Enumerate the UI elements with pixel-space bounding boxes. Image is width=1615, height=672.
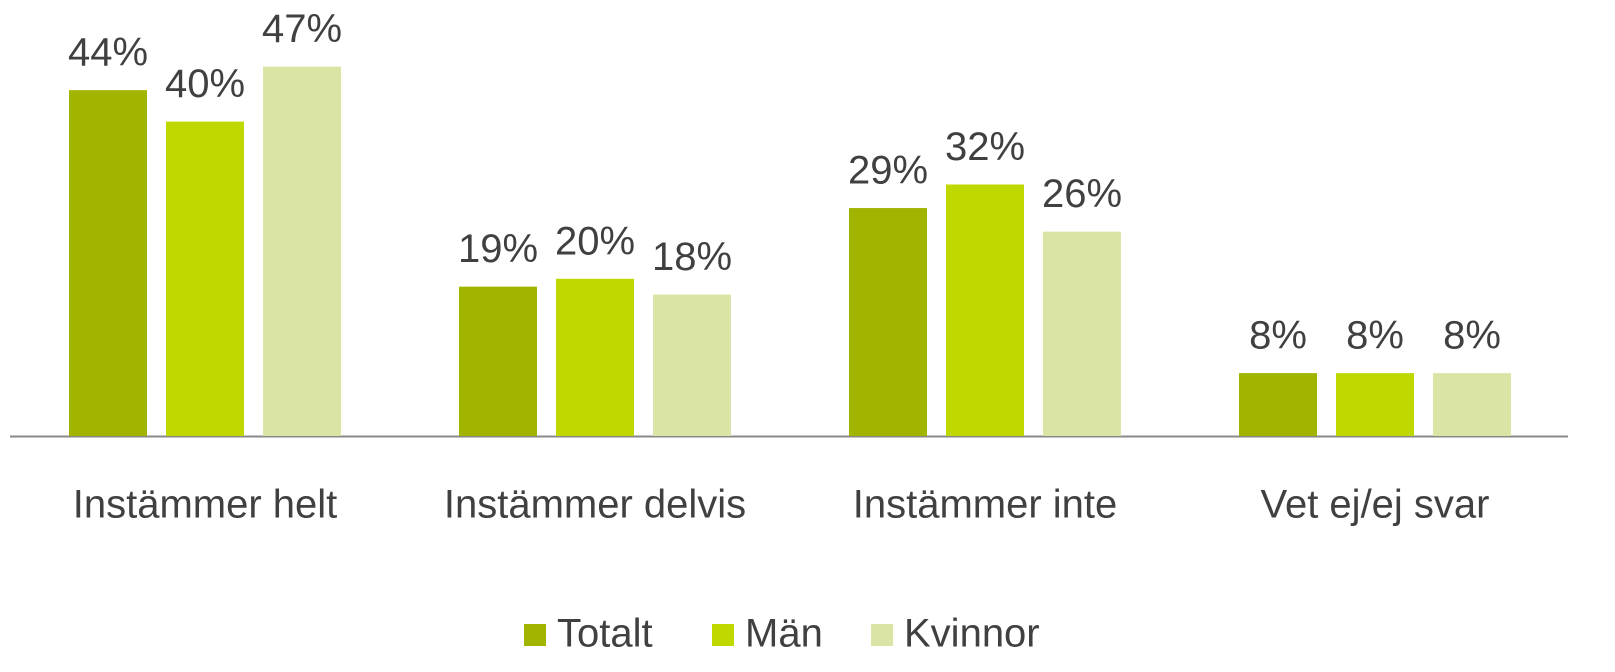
legend-swatch [871,624,893,646]
bar [69,90,147,436]
x-tick-label: Instämmer inte [853,483,1118,527]
bar [556,278,634,436]
data-label: 44% [68,31,148,75]
bar [849,208,927,436]
data-label: 47% [262,7,342,51]
bar [1433,373,1511,436]
bar [1336,373,1414,436]
bar [1239,373,1317,436]
x-tick-label: Vet ej/ej svar [1260,483,1489,527]
legend-swatch [712,624,734,646]
data-label: 8% [1443,314,1501,358]
data-label: 29% [848,149,928,193]
legend-label: Totalt [557,612,653,656]
data-label: 19% [458,227,538,271]
data-label: 8% [1346,314,1404,358]
bar [946,184,1024,436]
legend-swatch [524,624,546,646]
bar [459,286,537,436]
bar [1043,231,1121,436]
x-tick-label: Instämmer helt [73,483,338,527]
data-label: 18% [652,235,732,279]
data-label: 26% [1042,172,1122,216]
data-label: 8% [1249,314,1307,358]
data-label: 20% [555,219,635,263]
data-label: 32% [945,125,1025,169]
x-tick-label: Instämmer delvis [444,483,746,527]
bar [653,294,731,436]
bar [263,66,341,436]
bar [166,121,244,436]
legend-label: Män [745,612,823,656]
legend-label: Kvinnor [904,612,1040,656]
data-label: 40% [165,62,245,106]
